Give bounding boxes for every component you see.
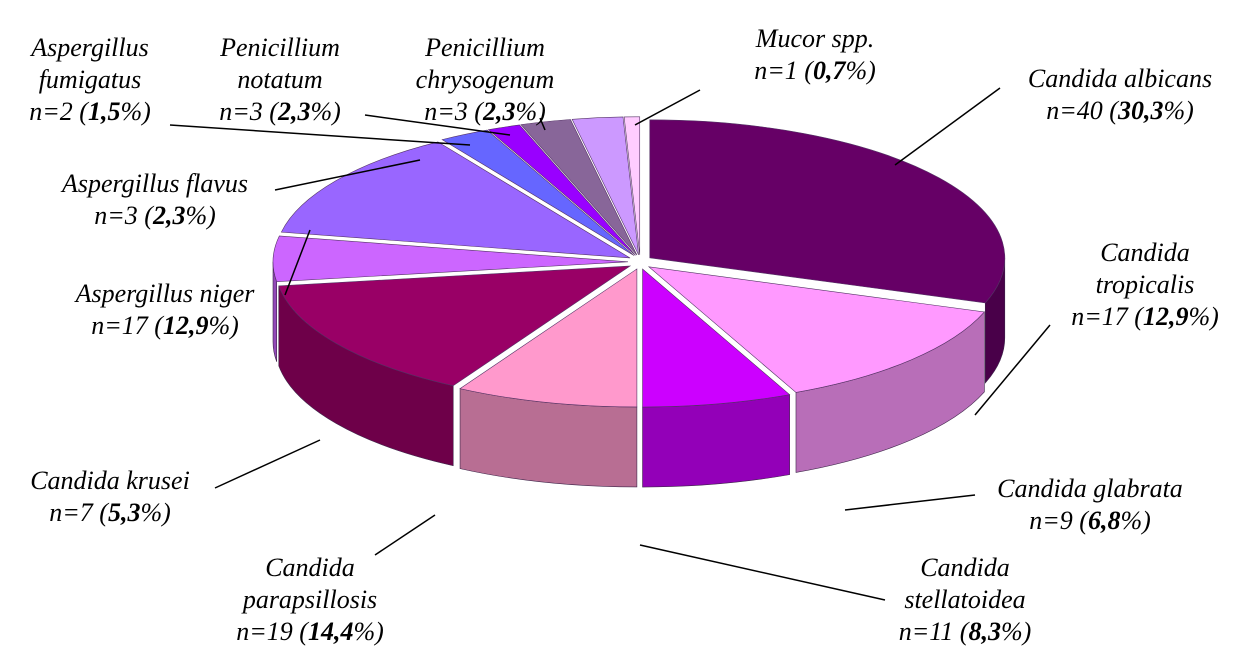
category-name: Aspergillus fumigatus bbox=[31, 33, 149, 94]
slice-label: Candida tropicalis n=17 (12,9%) bbox=[1050, 237, 1237, 333]
slice bbox=[647, 266, 985, 393]
value-label: n=40 (30,3%) bbox=[1046, 96, 1194, 125]
value-label: n=7 (5,3%) bbox=[49, 498, 171, 527]
slice-label: Candida parapsillosis n=19 (14,4%) bbox=[210, 552, 410, 648]
value-label: n=2 (1,5%) bbox=[29, 97, 151, 126]
category-name: Mucor spp. bbox=[755, 24, 875, 53]
category-name: Penicillium chrysogenum bbox=[415, 33, 555, 94]
slice-label: Candida glabrata n=9 (6,8%) bbox=[960, 473, 1220, 537]
slice bbox=[278, 265, 632, 387]
leader-line bbox=[274, 159, 421, 191]
slice-label: Candida albicans n=40 (30,3%) bbox=[990, 63, 1237, 127]
value-label: n=19 (14,4%) bbox=[236, 617, 384, 646]
value-label: n=3 (2,3%) bbox=[94, 201, 216, 230]
slice-label: Mucor spp. n=1 (0,7%) bbox=[715, 23, 915, 87]
category-name: Candida albicans bbox=[1027, 64, 1213, 93]
value-label: n=17 (12,9%) bbox=[1071, 302, 1219, 331]
value-label: n=1 (0,7%) bbox=[754, 56, 876, 85]
slice bbox=[642, 268, 791, 408]
slice bbox=[520, 119, 638, 256]
slice-label: Candida stellatoidea n=11 (8,3%) bbox=[865, 552, 1065, 648]
slice bbox=[649, 119, 1006, 304]
leader-line bbox=[974, 324, 1051, 416]
leader-line bbox=[214, 439, 321, 489]
category-name: Candida stellatoidea bbox=[904, 553, 1026, 614]
slice bbox=[571, 116, 639, 255]
value-label: n=3 (2,3%) bbox=[219, 97, 341, 126]
slice-label: Penicillium notatum n=3 (2,3%) bbox=[195, 32, 365, 128]
slice-label: Penicillium chrysogenum n=3 (2,3%) bbox=[385, 32, 585, 128]
leader-line bbox=[374, 514, 436, 556]
slice-side bbox=[642, 394, 790, 488]
value-label: n=9 (6,8%) bbox=[1029, 506, 1151, 535]
leader-line bbox=[364, 114, 511, 136]
slice bbox=[487, 124, 636, 256]
category-name: Aspergillus niger bbox=[75, 279, 255, 308]
value-label: n=17 (12,9%) bbox=[91, 311, 239, 340]
value-label: n=11 (8,3%) bbox=[898, 617, 1032, 646]
slice bbox=[623, 116, 641, 255]
slice-label: Aspergillus flavus n=3 (2,3%) bbox=[25, 168, 285, 232]
slice bbox=[459, 268, 638, 408]
slice-label: Aspergillus fumigatus n=2 (1,5%) bbox=[5, 32, 175, 128]
category-name: Penicillium notatum bbox=[220, 33, 340, 94]
category-name: Candida tropicalis bbox=[1095, 238, 1195, 299]
slice-label: Candida krusei n=7 (5,3%) bbox=[0, 465, 240, 529]
leader-line bbox=[634, 89, 701, 126]
category-name: Aspergillus flavus bbox=[61, 169, 249, 198]
category-name: Candida krusei bbox=[30, 466, 190, 495]
slice bbox=[272, 235, 629, 283]
slice bbox=[441, 129, 635, 256]
category-name: Candida glabrata bbox=[997, 474, 1183, 503]
value-label: n=3 (2,3%) bbox=[424, 97, 546, 126]
leader-line bbox=[169, 124, 471, 146]
leader-line bbox=[284, 229, 311, 296]
leader-line bbox=[539, 117, 546, 131]
leader-line bbox=[894, 87, 1001, 166]
leader-line bbox=[639, 544, 886, 601]
leader-line bbox=[844, 494, 976, 511]
slice-label: Aspergillus niger n=17 (12,9%) bbox=[35, 278, 295, 342]
category-name: Candida parapsillosis bbox=[242, 553, 378, 614]
